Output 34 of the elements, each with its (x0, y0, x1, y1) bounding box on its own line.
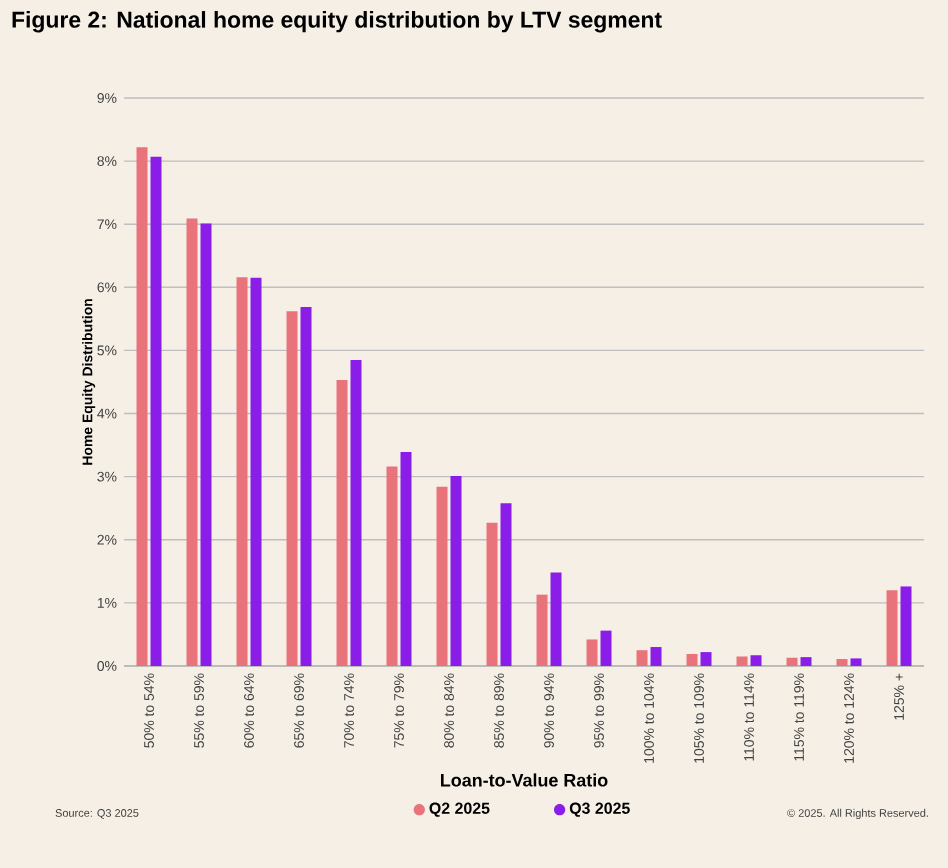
bar (150, 156, 162, 666)
bar (736, 656, 748, 666)
bar (886, 590, 898, 666)
bar (236, 277, 248, 666)
bar (586, 639, 598, 666)
bar (500, 503, 512, 666)
bar (436, 486, 448, 666)
x-axis-title: Loan-to-Value Ratio (441, 773, 608, 787)
bar (636, 650, 648, 666)
bar (300, 306, 312, 666)
bar (700, 652, 712, 666)
bar (536, 594, 548, 666)
bar (786, 657, 798, 666)
bar (386, 466, 398, 666)
bar (650, 647, 662, 666)
chart-title: Figure 2: National home equity distribution by LTV segment (12, 11, 662, 33)
bar (800, 657, 812, 666)
bar (686, 653, 698, 666)
bar (750, 655, 762, 666)
bar (200, 223, 212, 666)
bar (550, 572, 562, 666)
bar (486, 522, 498, 666)
bar (400, 452, 412, 666)
bar (286, 311, 298, 666)
bar (186, 218, 198, 666)
bar (600, 630, 612, 666)
bar (350, 359, 362, 666)
bar (450, 476, 462, 666)
bar (336, 380, 348, 666)
bar (900, 586, 912, 666)
bar (836, 659, 848, 666)
bar (250, 277, 262, 666)
bar (136, 147, 148, 666)
bar (850, 658, 862, 666)
